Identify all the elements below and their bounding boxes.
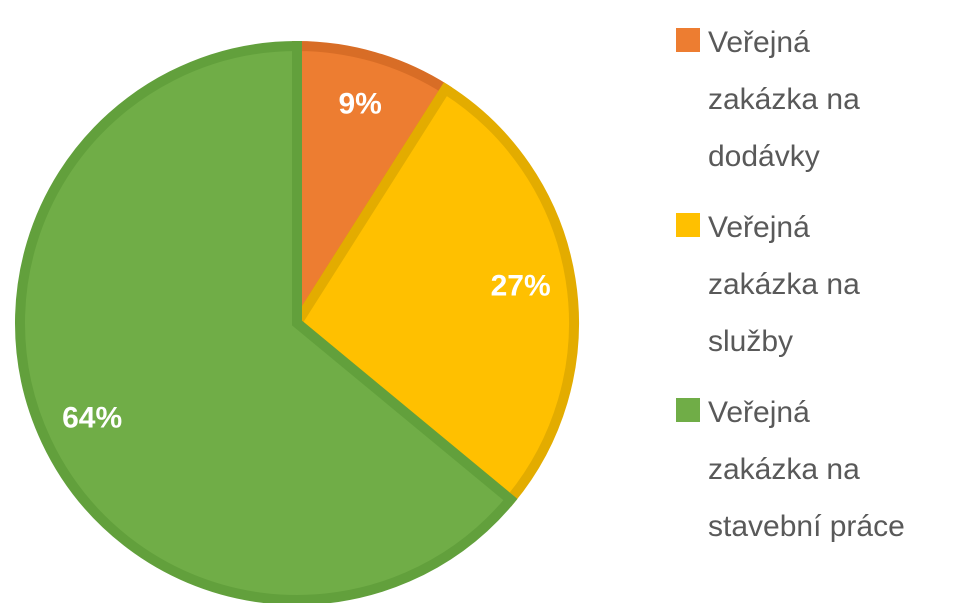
legend-entry: Veřejná zakázka na služby <box>676 199 923 370</box>
pie-slice <box>15 40 518 603</box>
legend-entry: Veřejná zakázka na dodávky <box>676 14 923 185</box>
pie-slice <box>290 82 579 507</box>
legend-swatch <box>676 28 700 52</box>
chart: 9% 27% 64% <box>15 40 579 603</box>
legend-label: Veřejná zakázka na dodávky <box>708 26 860 173</box>
legend-swatch <box>676 398 700 422</box>
data-label: 9% <box>338 88 381 121</box>
legend-entry: Veřejná zakázka na stavební práce <box>676 384 923 555</box>
legend: Veřejná zakázka na dodávky Veřejná zakázk… <box>676 14 923 569</box>
pie-slice <box>292 40 453 341</box>
data-label: 27% <box>491 270 551 303</box>
legend-label: Veřejná zakázka na stavební práce <box>708 396 905 543</box>
data-label: 64% <box>62 401 122 434</box>
legend-swatch <box>676 213 700 237</box>
legend-label: Veřejná zakázka na služby <box>708 211 860 358</box>
